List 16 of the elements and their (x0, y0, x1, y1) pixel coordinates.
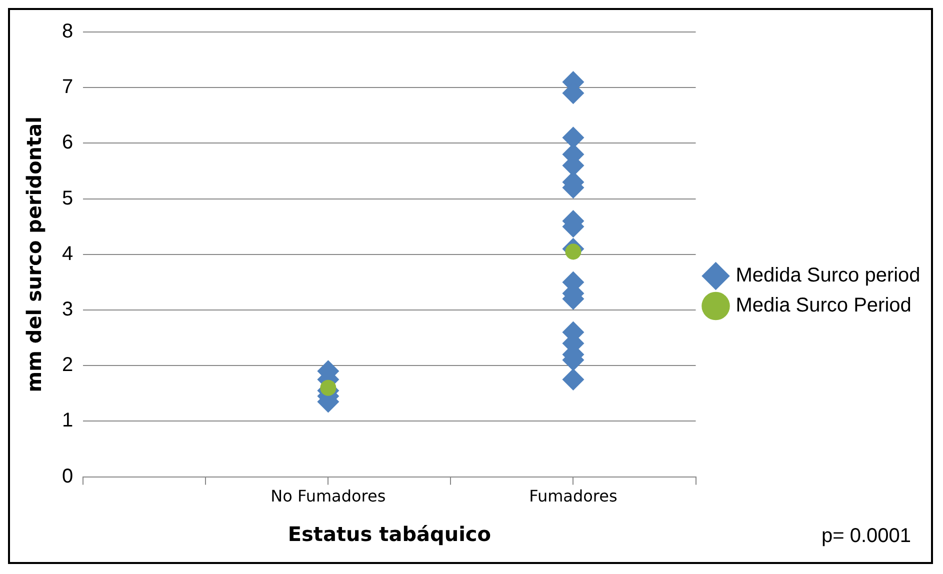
x-tick-label: Fumadores (529, 486, 618, 506)
y-tick-label: 0 (62, 465, 74, 488)
y-tick-label: 8 (62, 20, 74, 43)
y-tick-label: 2 (62, 354, 74, 376)
y-tick-label: 1 (62, 410, 74, 432)
y-tick-label: 5 (62, 187, 74, 210)
y-tick-label: 3 (62, 298, 74, 321)
legend-label: Media Surco Period (736, 294, 912, 317)
y-tick-label: 6 (62, 132, 74, 154)
y-tick-label: 7 (62, 76, 74, 98)
x-tick-label: No Fumadores (270, 486, 386, 506)
legend-label: Medida Surco period (736, 264, 920, 287)
y-tick-label: 4 (62, 242, 74, 265)
y-axis-title: mm del surco peridontal (22, 116, 46, 392)
text: p= 0.0001 (821, 525, 911, 547)
x-axis-title: Estatus tabáquico (288, 522, 492, 546)
